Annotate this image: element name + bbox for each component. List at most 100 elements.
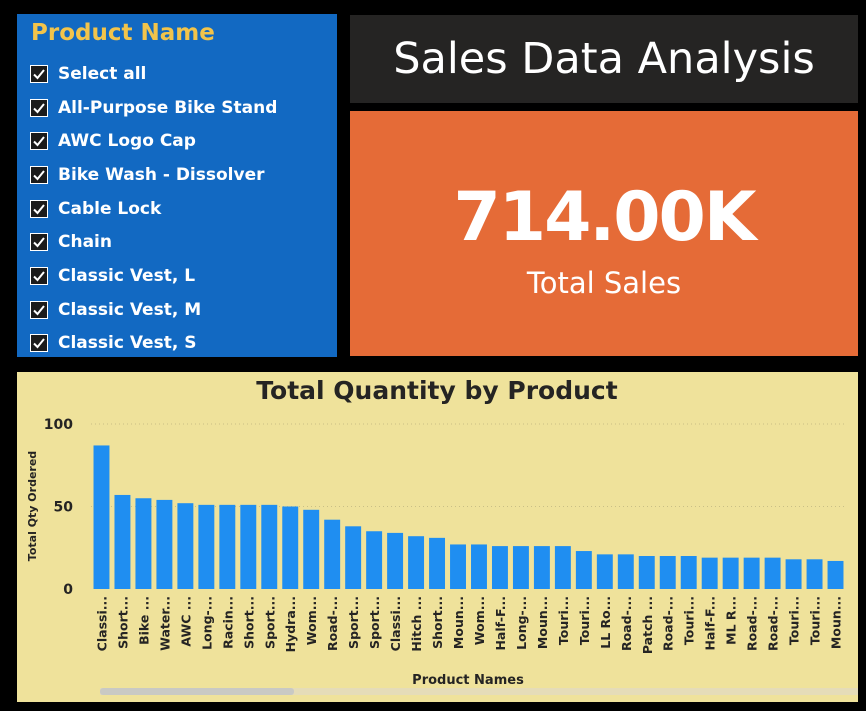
quantity-bar-chart: Total Quantity by Product Total Qty Order… [17, 372, 858, 702]
x-tick-label: Classi... [94, 596, 109, 651]
bar [471, 544, 487, 589]
x-tick-label: Long-... [514, 596, 529, 650]
slicer-item[interactable]: Classic Vest, S [30, 327, 325, 358]
slicer-item-label: AWC Logo Cap [58, 131, 196, 152]
slicer-item[interactable]: AWC Logo Cap [30, 124, 325, 158]
checkbox-checked-icon[interactable] [30, 165, 48, 184]
slicer-item-label: Classic Vest, S [58, 333, 197, 354]
bar [617, 554, 634, 589]
slicer-item[interactable]: All-Purpose Bike Stand [30, 91, 325, 125]
x-tick-label: Road-... [661, 596, 676, 651]
bar [429, 537, 446, 589]
bar [240, 504, 257, 589]
x-tick-label: Classi... [388, 596, 403, 651]
x-tick-label: Half-F... [703, 596, 718, 651]
x-tick-label: Racin... [220, 596, 235, 649]
x-tick-label: Touri... [577, 596, 592, 645]
slicer-item-label: Bike Wash - Dissolver [58, 164, 265, 185]
slicer-item-label: All-Purpose Bike Stand [58, 97, 278, 118]
bar [491, 546, 508, 589]
x-tick-label: Water... [157, 596, 172, 651]
x-tick-label: Road-... [325, 596, 340, 651]
x-tick-label: Moun... [829, 596, 844, 649]
bar [135, 498, 152, 589]
checkbox-checked-icon[interactable] [30, 199, 48, 218]
checkbox-checked-icon[interactable] [30, 98, 48, 117]
bar [554, 546, 571, 589]
checkbox-checked-icon[interactable] [30, 266, 48, 285]
bar [387, 532, 404, 589]
slicer-item[interactable]: Classic Vest, M [30, 293, 325, 327]
x-tick-label: Short... [241, 596, 256, 649]
checkbox-checked-icon[interactable] [30, 64, 48, 83]
bar [408, 536, 425, 589]
report-title: Sales Data Analysis [393, 34, 815, 84]
bar [93, 445, 110, 589]
slicer-item[interactable]: Bike Wash - Dissolver [30, 158, 325, 192]
bar [156, 499, 173, 589]
bar [303, 509, 320, 589]
bar [764, 557, 781, 589]
x-tick-label: Road-... [766, 596, 781, 651]
bar [450, 544, 466, 589]
x-tick-label: Touri... [682, 596, 697, 645]
x-tick-label: Short... [115, 596, 130, 649]
bar [806, 559, 823, 589]
x-tick-label: Moun... [535, 596, 550, 649]
slicer-item-label: Cable Lock [58, 198, 162, 219]
x-tick-label: LL Ro... [598, 596, 613, 649]
chart-scroll-track[interactable] [100, 688, 858, 695]
x-tick-label: Road-... [745, 596, 760, 651]
checkbox-checked-icon[interactable] [30, 132, 48, 151]
x-tick-label: Hitch ... [409, 596, 424, 652]
bar [177, 503, 194, 589]
x-tick-label: Sport... [367, 596, 382, 649]
bar [261, 504, 278, 589]
slicer-item[interactable]: Select all [30, 57, 325, 91]
x-tick-label: AWC ... [178, 596, 193, 647]
bar [366, 531, 383, 589]
x-tick-label: Sport... [262, 596, 277, 649]
y-axis-label: Total Qty Ordered [26, 451, 39, 561]
total-sales-label: Total Sales [526, 266, 682, 300]
checkbox-checked-icon[interactable] [30, 233, 48, 252]
bar [345, 526, 362, 589]
bar [701, 557, 718, 589]
slicer-item[interactable]: Chain [30, 225, 325, 259]
x-tick-label: Bike ... [136, 596, 151, 645]
bar [596, 554, 613, 589]
bar [198, 504, 215, 589]
x-tick-label: Patch ... [640, 596, 655, 654]
slicer-item-label: Classic Vest, L [58, 265, 196, 286]
y-tick-label: 0 [63, 582, 73, 598]
bar [575, 551, 592, 589]
bar [680, 556, 697, 589]
bar [114, 494, 131, 589]
x-tick-label: Short... [430, 596, 445, 649]
x-tick-label: Moun... [451, 596, 466, 649]
x-tick-label: Hydra... [283, 596, 298, 652]
bar [324, 519, 341, 589]
slicer-list: Select all All-Purpose Bike Stand AWC Logo… [30, 57, 325, 357]
bar [743, 557, 760, 589]
slicer-item[interactable]: Cable Lock [30, 192, 325, 226]
slicer-item-label: Chain [58, 232, 112, 253]
x-tick-label: Wom... [472, 596, 487, 645]
chart-svg: Total Quantity by Product Total Qty Order… [26, 376, 846, 688]
bar [722, 557, 739, 589]
checkbox-checked-icon[interactable] [30, 334, 48, 353]
chart-title: Total Quantity by Product [256, 376, 617, 405]
chart-scrollbar-thumb[interactable] [100, 688, 294, 695]
checkbox-checked-icon[interactable] [30, 300, 48, 319]
y-tick-label: 50 [54, 500, 74, 516]
slicer-item-label: Classic Vest, M [58, 299, 202, 320]
x-axis-label: Product Names [412, 673, 524, 688]
product-name-slicer: Product Name Select all All-Purpose Bike … [17, 14, 337, 357]
bar [638, 556, 655, 589]
x-tick-label: Wom... [304, 596, 319, 645]
total-sales-card: 714.00K Total Sales [350, 111, 858, 356]
bar [659, 556, 676, 589]
slicer-item[interactable]: Classic Vest, L [30, 259, 325, 293]
bar [219, 504, 236, 589]
slicer-item-label: Select all [58, 63, 147, 84]
